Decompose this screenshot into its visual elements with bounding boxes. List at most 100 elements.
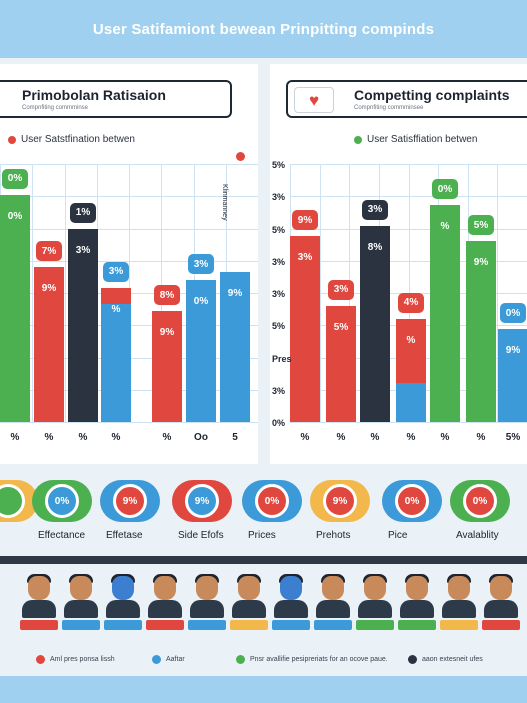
- avatar-head: [196, 576, 218, 600]
- bar-segment: [396, 382, 426, 422]
- person-avatar: [314, 574, 352, 630]
- person-avatar: [230, 574, 268, 630]
- bubble-label: 3%: [362, 199, 388, 220]
- grid-line: [32, 164, 34, 422]
- bar: [0, 194, 30, 422]
- bar-segment: [186, 358, 216, 422]
- heart-icon: ♥: [308, 90, 320, 110]
- y-tick-label: 5%: [272, 321, 286, 332]
- bubble-label: 5%: [468, 215, 494, 236]
- bar-inner-label: 3%: [75, 244, 91, 256]
- bar: [220, 272, 250, 422]
- bar: [152, 311, 182, 422]
- y-tick-label: 3%: [272, 256, 286, 267]
- side-dot: [236, 152, 245, 161]
- feature-circle: 9%: [113, 484, 147, 518]
- bar-inner-label: 9%: [473, 257, 489, 269]
- feature-label: Prices: [248, 530, 276, 541]
- bar: [498, 329, 527, 422]
- legend-dot: [36, 654, 45, 664]
- bar-inner-label: 0%: [193, 296, 209, 308]
- person-avatar: [188, 574, 226, 630]
- avatar-head: [406, 576, 428, 600]
- avatar-tag: [440, 620, 478, 630]
- avatar-head: [28, 576, 50, 600]
- footer-legend-green-label: Pnsr avallifie pesipreriats for an ocove…: [250, 655, 388, 663]
- left-panel-subtitle: Compnfiting commminse: [22, 105, 89, 111]
- x-tick-label: %: [406, 432, 416, 443]
- feature-label: Effectance: [38, 530, 86, 541]
- feature-circle: 9%: [185, 484, 219, 518]
- avatar-body: [106, 600, 140, 618]
- feature-label: Effetase: [106, 530, 143, 541]
- grid-line: [0, 422, 258, 423]
- avatar-tag: [314, 620, 352, 630]
- bar-inner-label: 5%: [333, 321, 349, 333]
- bar: [466, 241, 496, 422]
- person-avatar: [62, 574, 100, 630]
- bubble-label: 3%: [328, 279, 354, 300]
- rail-bar: [0, 556, 527, 564]
- bar-inner-label: 9%: [159, 327, 175, 339]
- bubble-label: 9%: [292, 210, 318, 231]
- x-tick-label: %: [111, 432, 121, 443]
- x-tick-label: %: [370, 432, 380, 443]
- x-tick-label: %: [10, 432, 20, 443]
- avatar-tag: [20, 620, 58, 630]
- bar-inner-label: 9%: [227, 288, 243, 300]
- person-avatar: [482, 574, 520, 630]
- avatar-body: [358, 600, 392, 618]
- avatar-head: [70, 576, 92, 600]
- avatar-head: [238, 576, 260, 600]
- footer-legend-blue: Aaftar: [152, 652, 185, 666]
- avatar-head: [154, 576, 176, 600]
- avatar-tag: [104, 620, 142, 630]
- bar: [290, 236, 320, 422]
- bubble-label: 8%: [154, 285, 180, 306]
- bar-inner-label: 9%: [505, 345, 521, 357]
- x-tick-label: 5: [232, 432, 238, 443]
- avatar-body: [274, 600, 308, 618]
- bubble-label: 7%: [36, 241, 62, 262]
- footer-legend-dark: aaon extesneit ufes: [408, 652, 483, 666]
- x-tick-label: %: [300, 432, 310, 443]
- avatar-tag: [146, 620, 184, 630]
- person-avatar: [398, 574, 436, 630]
- avatar-tag: [188, 620, 226, 630]
- left-legend: User Satstfination betwen: [8, 134, 135, 145]
- avatar-body: [442, 600, 476, 618]
- feature-circle: 0%: [395, 484, 429, 518]
- person-avatar: [20, 574, 58, 630]
- y-tick-label: 3%: [272, 192, 286, 203]
- footer-legend-dark-label: aaon extesneit ufes: [422, 655, 483, 663]
- right-panel: ♥ Competting complaints Compnfiting comm…: [270, 64, 527, 464]
- avatar-tag: [62, 620, 100, 630]
- bar: [430, 205, 460, 422]
- avatar-head: [280, 576, 302, 600]
- bar-inner-label: 8%: [367, 241, 383, 253]
- left-panel: Primobolan Ratisaion Compnfiting commmin…: [0, 64, 258, 464]
- y-tick-label: 5%: [272, 224, 286, 235]
- bar-inner-label: %: [440, 221, 450, 233]
- grid-line: [319, 164, 321, 422]
- y-tick-label: 5%: [272, 160, 286, 170]
- left-panel-title: Primobolan Ratisaion: [22, 87, 166, 103]
- bar: [360, 225, 390, 422]
- avatar-head: [364, 576, 386, 600]
- avatar-body: [484, 600, 518, 618]
- x-tick-label: 5%: [505, 432, 521, 443]
- x-tick-label: %: [476, 432, 486, 443]
- bar: [326, 305, 356, 422]
- grid-line: [497, 164, 499, 422]
- bar: [101, 287, 131, 422]
- avatar-body: [22, 600, 56, 618]
- bubble-label: 0%: [2, 168, 28, 189]
- left-legend-label: User Satstfination betwen: [21, 134, 135, 145]
- bubble-label: 1%: [70, 202, 96, 223]
- x-tick-label: %: [44, 432, 54, 443]
- grid-line: [64, 164, 66, 422]
- avatar-body: [400, 600, 434, 618]
- left-bar-chart: 0% 0%% 7% 9%% 1% 3%% 3%%% 8% 9%% 3% 0% Oo 9% 5: [0, 156, 258, 458]
- avatar-body: [64, 600, 98, 618]
